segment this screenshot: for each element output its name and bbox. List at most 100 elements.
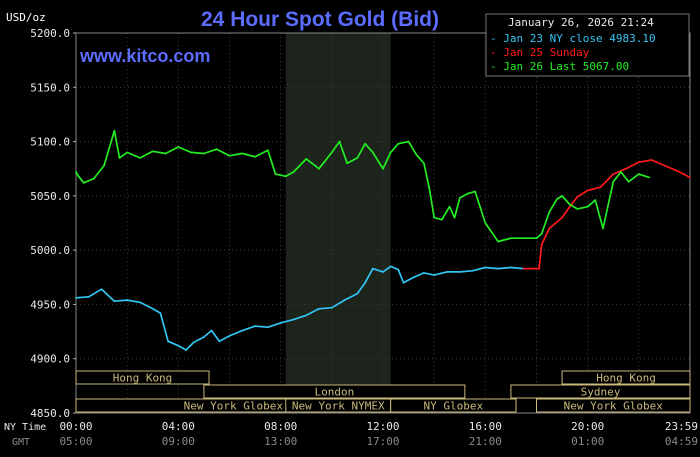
series-point bbox=[318, 307, 320, 310]
x-tick-label-gmt: 21:00 bbox=[469, 435, 502, 448]
x-tick-label-ny: 12:00 bbox=[366, 420, 399, 433]
x-tick-label-gmt: 13:00 bbox=[264, 435, 297, 448]
series-point bbox=[433, 274, 436, 277]
session-bar-box bbox=[390, 398, 517, 413]
session-bar: Hong Kong bbox=[75, 370, 210, 385]
series-point bbox=[356, 292, 359, 295]
series-point bbox=[318, 167, 320, 170]
x-tick-label-ny: 04:00 bbox=[162, 420, 195, 433]
y-axis-unit-label: USD/oz bbox=[6, 11, 46, 24]
series-point bbox=[75, 171, 77, 173]
series-point bbox=[389, 151, 392, 154]
series-point bbox=[382, 167, 384, 170]
series-point bbox=[637, 161, 640, 164]
series-point bbox=[364, 142, 366, 145]
series-point bbox=[648, 176, 650, 179]
legend-entry: - Jan 25 Sunday bbox=[490, 46, 590, 59]
series-point bbox=[139, 301, 141, 304]
x-tick-label-ny: 08:00 bbox=[264, 420, 297, 433]
series-point bbox=[510, 237, 512, 240]
x-tick-label-gmt: 05:00 bbox=[59, 435, 92, 448]
series-point bbox=[118, 156, 121, 159]
series-point bbox=[556, 198, 558, 201]
x-tick-label-gmt: 01:00 bbox=[571, 435, 604, 448]
series-point bbox=[402, 281, 405, 284]
series-point bbox=[484, 222, 487, 224]
watermark: www.kitco.com bbox=[79, 46, 210, 66]
series-point bbox=[203, 336, 205, 338]
x-tick-label-gmt: 17:00 bbox=[366, 435, 399, 448]
series-point bbox=[151, 307, 154, 310]
series-point bbox=[561, 194, 563, 197]
x-axis-label-ny-time: NY Time bbox=[4, 422, 46, 433]
series-point bbox=[266, 149, 269, 152]
session-bar-label: Hong Kong bbox=[113, 372, 173, 385]
series-point bbox=[412, 276, 415, 279]
axes: 5200.0 5150.0 5100.0 5050.0 5000.0 4950.0 4900… bbox=[4, 27, 698, 448]
series-point bbox=[126, 151, 129, 154]
series-point bbox=[423, 162, 425, 165]
series-point bbox=[185, 349, 187, 351]
series-point bbox=[93, 177, 95, 180]
series-point bbox=[540, 232, 543, 235]
series-point bbox=[522, 237, 525, 240]
x-tick-label-ny: 00:00 bbox=[59, 420, 92, 433]
x-tick-label-ny: 20:00 bbox=[571, 420, 604, 433]
series-point bbox=[594, 199, 597, 202]
x-axis-label-gmt: GMT bbox=[12, 437, 30, 448]
series-point bbox=[364, 281, 366, 284]
session-bar-label: Hong Kong bbox=[596, 372, 656, 385]
series-point bbox=[612, 173, 615, 176]
series-point bbox=[338, 140, 341, 143]
series-point bbox=[113, 129, 116, 132]
session-bar: Hong Kong bbox=[561, 370, 691, 385]
series-point bbox=[139, 156, 141, 159]
series-point bbox=[497, 267, 500, 270]
series-point bbox=[586, 205, 589, 208]
series-point bbox=[440, 218, 443, 221]
series-point bbox=[266, 326, 269, 329]
series-point bbox=[602, 227, 604, 230]
plot-frame bbox=[75, 32, 691, 414]
session-bar: New York Globex bbox=[536, 398, 691, 413]
series-point bbox=[159, 312, 162, 315]
series-point bbox=[292, 318, 295, 321]
session-bar: New York NYMEX bbox=[285, 398, 392, 413]
series-point bbox=[151, 150, 154, 153]
session-bar: London bbox=[203, 384, 466, 399]
series-point bbox=[254, 325, 256, 328]
series-point bbox=[458, 270, 461, 273]
session-bar-label: New York Globex bbox=[564, 400, 664, 413]
series-point bbox=[75, 297, 77, 299]
series-point bbox=[538, 267, 540, 270]
series-point bbox=[343, 299, 346, 301]
y-tick-label: 5100.0 bbox=[30, 136, 70, 149]
series-point bbox=[458, 197, 461, 199]
series-point bbox=[627, 180, 630, 183]
session-bar-box bbox=[536, 398, 691, 413]
series-point bbox=[238, 330, 241, 333]
series-point bbox=[228, 335, 231, 337]
series-point bbox=[113, 300, 116, 303]
series-point bbox=[203, 152, 205, 155]
x-tick-label-ny: 23:59 bbox=[665, 420, 698, 433]
series-point bbox=[177, 344, 180, 347]
series-point bbox=[676, 169, 679, 172]
series-point bbox=[330, 306, 333, 309]
series-point bbox=[446, 270, 448, 273]
series-point bbox=[663, 164, 666, 167]
series-point bbox=[397, 268, 400, 271]
x-tick-label-ny: 16:00 bbox=[469, 420, 502, 433]
series-line-jan-25 bbox=[523, 159, 691, 270]
series-point bbox=[218, 340, 221, 343]
legend-entry: - Jan 23 NY close 4983.10 bbox=[490, 32, 656, 45]
series-point bbox=[637, 173, 640, 176]
series-point bbox=[397, 142, 400, 145]
series-point bbox=[167, 340, 170, 343]
series-point bbox=[423, 272, 425, 274]
series-point bbox=[279, 321, 282, 324]
series-point bbox=[522, 267, 525, 270]
series-line-jan-23 bbox=[75, 265, 524, 351]
series-point bbox=[177, 146, 180, 148]
